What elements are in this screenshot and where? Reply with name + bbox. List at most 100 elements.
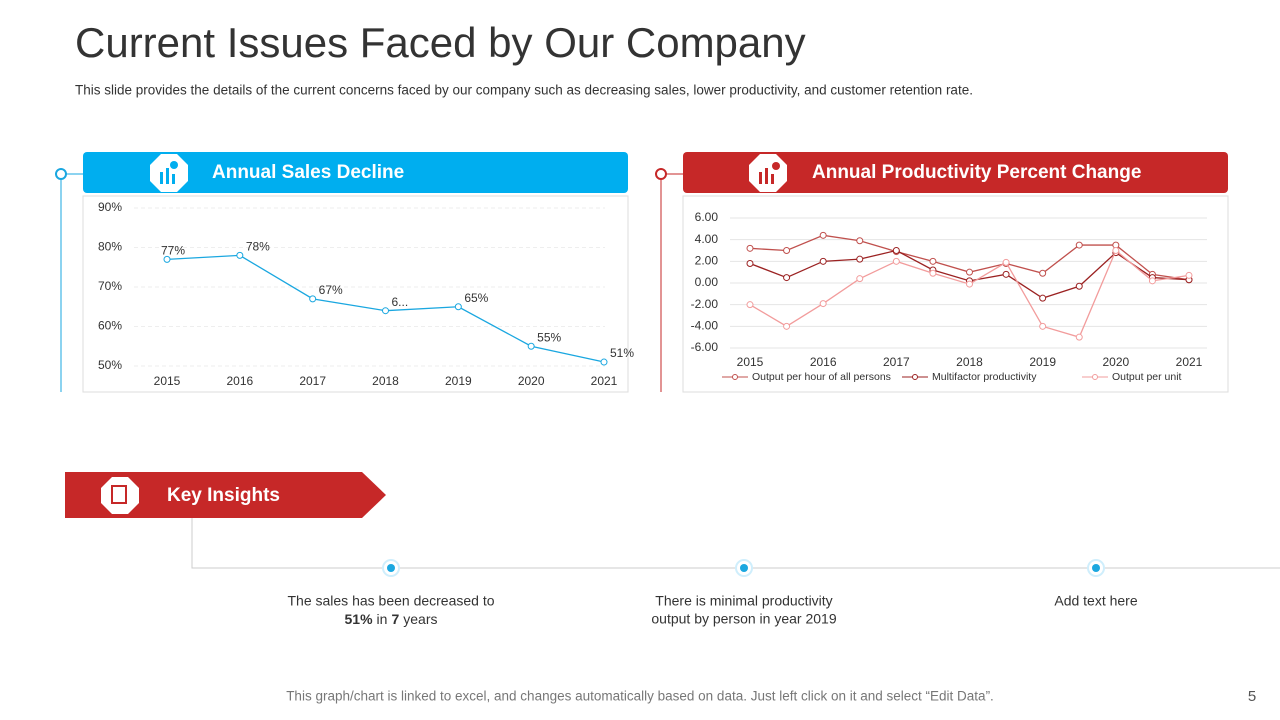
timeline-dot-core bbox=[740, 564, 748, 572]
timeline bbox=[191, 518, 1280, 569]
point bbox=[1112, 247, 1120, 254]
point bbox=[163, 255, 171, 263]
point bbox=[746, 244, 754, 252]
x-tick-label: 2016 bbox=[226, 374, 253, 388]
point bbox=[382, 307, 389, 315]
y-tick-label: -6.00 bbox=[691, 340, 719, 354]
point bbox=[783, 247, 791, 254]
insight-text: output by person in year 2019 bbox=[651, 611, 836, 627]
point bbox=[966, 268, 973, 276]
point bbox=[746, 301, 754, 309]
value-label: 67% bbox=[319, 283, 343, 297]
x-tick-label: 2018 bbox=[372, 374, 399, 388]
point bbox=[819, 231, 827, 239]
point bbox=[1039, 322, 1047, 330]
point bbox=[454, 303, 462, 311]
x-tick-label: 2017 bbox=[299, 374, 326, 388]
point bbox=[746, 260, 754, 267]
icon-part bbox=[759, 172, 762, 184]
y-tick-label: 4.00 bbox=[695, 232, 719, 246]
slide-title: Current Issues Faced by Our Company bbox=[75, 19, 806, 66]
y-tick-label: 70% bbox=[98, 279, 122, 293]
point bbox=[1148, 277, 1156, 285]
point bbox=[856, 275, 864, 283]
timeline-dot-core bbox=[1092, 564, 1100, 572]
point bbox=[1075, 333, 1083, 341]
icon-part bbox=[172, 174, 175, 184]
icon-part bbox=[166, 168, 169, 184]
legend-marker bbox=[1092, 374, 1098, 380]
slide-subtitle: This slide provides the details of the c… bbox=[75, 83, 973, 98]
x-tick-label: 2021 bbox=[1176, 355, 1203, 369]
point bbox=[309, 295, 317, 303]
icon bbox=[101, 477, 139, 514]
icon-part bbox=[772, 162, 780, 170]
x-tick-label: 2018 bbox=[956, 355, 983, 369]
value-label: 77% bbox=[161, 244, 185, 258]
legend-label: Multifactor productivity bbox=[932, 371, 1037, 383]
point bbox=[527, 342, 535, 350]
y-tick-label: 2.00 bbox=[695, 254, 719, 268]
x-tick-label: 2021 bbox=[591, 374, 618, 388]
value-label: 78% bbox=[246, 240, 270, 254]
point bbox=[600, 358, 608, 366]
insight-bold: 51% bbox=[345, 611, 374, 627]
point bbox=[1039, 294, 1047, 302]
legend-marker bbox=[912, 374, 918, 380]
point bbox=[783, 274, 791, 282]
legend-label: Output per hour of all persons bbox=[752, 371, 891, 383]
panel-title: Annual Productivity Percent Change bbox=[812, 162, 1141, 183]
x-tick-label: 2016 bbox=[810, 355, 837, 369]
point bbox=[819, 257, 827, 265]
x-tick-label: 2017 bbox=[883, 355, 910, 369]
legend-label: Output per unit bbox=[1112, 371, 1182, 383]
y-tick-label: 0.00 bbox=[695, 275, 719, 289]
x-tick-label: 2015 bbox=[154, 374, 181, 388]
legend-marker bbox=[732, 374, 738, 380]
insight-text-part: years bbox=[403, 611, 437, 627]
point bbox=[1185, 271, 1193, 279]
y-tick-label: 90% bbox=[98, 200, 122, 214]
insight-text: The sales has been decreased to bbox=[287, 593, 494, 609]
chart-panel bbox=[82, 195, 629, 393]
point bbox=[1039, 269, 1047, 277]
timeline-dot-core bbox=[387, 564, 395, 572]
value-label: 55% bbox=[537, 330, 561, 344]
insight-bold: 7 bbox=[391, 611, 399, 627]
point bbox=[1075, 282, 1083, 290]
page-number: 5 bbox=[1248, 688, 1256, 705]
icon-part bbox=[765, 168, 768, 184]
x-tick-label: 2020 bbox=[518, 374, 545, 388]
icon-part bbox=[111, 485, 127, 504]
icon-part bbox=[170, 161, 178, 169]
x-tick-label: 2020 bbox=[1102, 355, 1129, 369]
insights-title: Key Insights bbox=[167, 485, 280, 506]
y-tick-label: 80% bbox=[98, 240, 122, 254]
value-label: 51% bbox=[610, 346, 634, 360]
panel-header bbox=[83, 152, 628, 193]
point bbox=[819, 300, 827, 308]
point bbox=[856, 255, 864, 263]
insight-text-part: in bbox=[377, 611, 388, 627]
point bbox=[929, 257, 937, 265]
insight-text: Add text here bbox=[1054, 593, 1137, 609]
point bbox=[236, 251, 244, 259]
point bbox=[783, 322, 791, 330]
point bbox=[1075, 241, 1083, 249]
point bbox=[1002, 258, 1010, 266]
point bbox=[929, 269, 937, 277]
point bbox=[892, 247, 900, 254]
point bbox=[1002, 270, 1010, 278]
insight-text: 51% in 7 years bbox=[345, 611, 438, 627]
y-tick-label: 60% bbox=[98, 319, 122, 333]
panel-header bbox=[683, 152, 1228, 193]
accent-dot bbox=[655, 168, 667, 180]
y-tick-label: 50% bbox=[98, 358, 122, 372]
chart-panel bbox=[682, 195, 1229, 393]
insights-banner bbox=[65, 472, 386, 518]
y-tick-label: 6.00 bbox=[695, 210, 719, 224]
x-tick-label: 2019 bbox=[445, 374, 472, 388]
point bbox=[892, 257, 900, 265]
y-tick-label: -2.00 bbox=[691, 297, 719, 311]
